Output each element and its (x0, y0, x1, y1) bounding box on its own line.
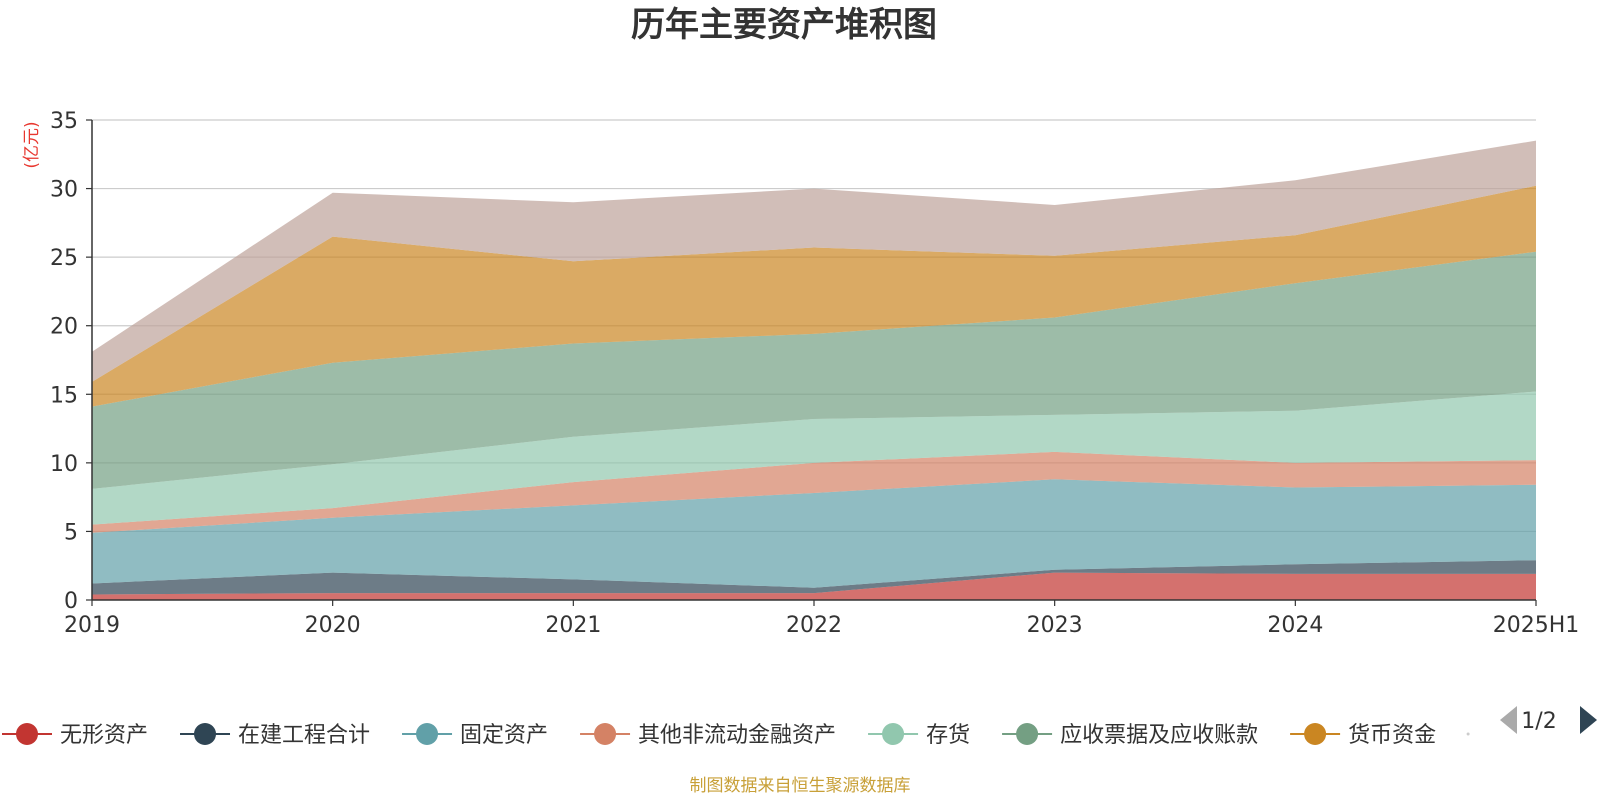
y-tick-label: 35 (50, 109, 78, 134)
area-series-2 (92, 479, 1536, 588)
legend-label: 存货 (926, 723, 970, 748)
y-tick-label: 30 (50, 178, 78, 203)
area-series-7 (92, 140, 1536, 382)
triangle-left-icon[interactable] (1500, 706, 1517, 734)
chart-title: 历年主要资产堆积图 (631, 5, 937, 45)
axes: 0 5 10 15 20 25 30 35 2019 2020 2021 2022 2023 2024 20… (50, 109, 1579, 638)
y-tick-label: 5 (64, 520, 78, 545)
x-tick-label: 2025H1 (1493, 613, 1580, 638)
data-source-footer: 制图数据来自恒生聚源数据库 (690, 776, 911, 796)
legend-label: 无形资产 (60, 723, 148, 748)
legend-label: 货币资金 (1348, 723, 1436, 748)
legend-label: 在建工程合计 (238, 723, 370, 748)
y-tick-label: 20 (50, 315, 78, 340)
legend-item-2[interactable]: 固定资产 (402, 723, 548, 748)
y-tick-label: 15 (50, 383, 78, 408)
legend-marker-icon (1016, 723, 1039, 745)
legend-item-0[interactable]: 无形资产 (2, 723, 148, 748)
y-axis-unit-label: (亿元) (22, 121, 42, 168)
legend-overflow-dot (1466, 732, 1470, 736)
x-tick-label: 2019 (64, 613, 120, 638)
legend-marker-icon (416, 723, 439, 745)
area-series-4 (92, 391, 1536, 525)
legend-marker-icon (16, 723, 38, 745)
legend-pager[interactable]: 1/2 (1500, 706, 1597, 734)
legend-page-indicator: 1/2 (1521, 709, 1556, 734)
legend-label: 固定资产 (460, 723, 548, 748)
legend-label: 其他非流动金融资产 (638, 723, 836, 748)
legend-marker-icon (882, 723, 905, 745)
area-series-1 (92, 560, 1536, 595)
area-series-0 (92, 572, 1536, 600)
area-series-6 (92, 185, 1536, 407)
x-tick-label: 2022 (786, 613, 842, 638)
legend-item-4[interactable]: 存货 (868, 723, 970, 748)
x-tick-label: 2020 (305, 613, 361, 638)
legend-marker-icon (194, 723, 217, 745)
legend-item-3[interactable]: 其他非流动金融资产 (580, 723, 836, 748)
legend-label: 应收票据及应收账款 (1060, 723, 1258, 748)
x-tick-label: 2021 (545, 613, 601, 638)
x-tick-label: 2023 (1027, 613, 1083, 638)
legend-item-1[interactable]: 在建工程合计 (180, 723, 370, 748)
legend-marker-icon (594, 723, 617, 745)
y-tick-label: 10 (50, 452, 78, 477)
y-tick-label: 25 (50, 246, 78, 271)
legend-item-6[interactable]: 货币资金 (1290, 723, 1436, 748)
area-series (92, 140, 1536, 600)
x-tick-label: 2024 (1267, 613, 1323, 638)
y-tick-label: 0 (64, 589, 78, 614)
legend[interactable]: 无形资产 在建工程合计 固定资产 其他非流动金融资产 存货 应收票据及应收账款 货币资金 (2, 723, 1470, 748)
legend-marker-icon (1304, 723, 1327, 745)
legend-item-5[interactable]: 应收票据及应收账款 (1002, 723, 1258, 748)
area-series-3 (92, 451, 1536, 533)
area-series-5 (92, 251, 1536, 489)
triangle-right-icon[interactable] (1580, 706, 1597, 734)
